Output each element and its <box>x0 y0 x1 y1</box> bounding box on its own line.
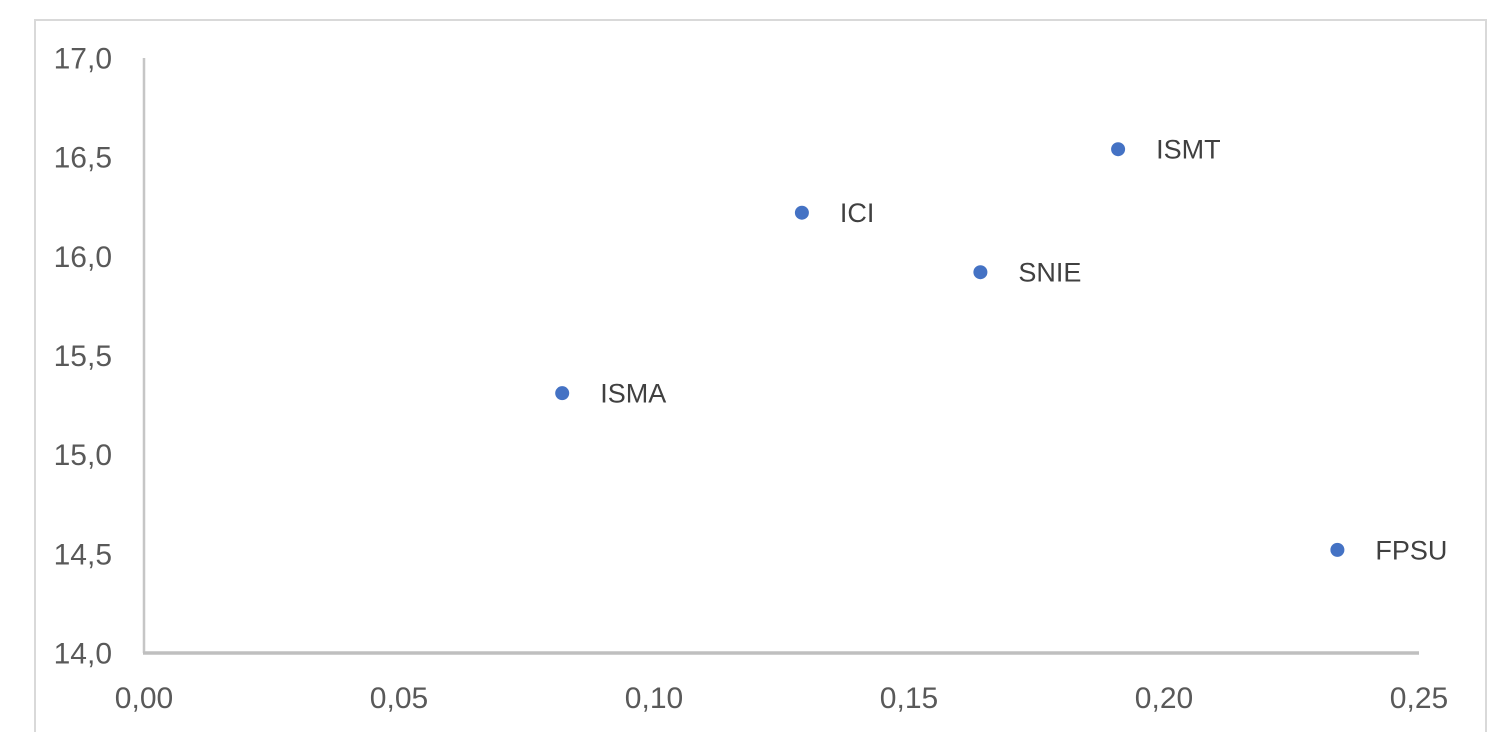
data-point[interactable] <box>1330 542 1345 557</box>
x-tick-label: 0,10 <box>625 682 683 715</box>
chart-frame <box>34 19 1487 732</box>
y-tick-label: 17,0 <box>54 43 112 76</box>
data-point-label: ISMA <box>600 379 666 409</box>
y-tick-label: 16,5 <box>54 142 112 175</box>
y-tick-label: 15,5 <box>54 340 112 373</box>
y-tick-label: 14,5 <box>54 538 112 571</box>
data-point-label: SNIE <box>1018 258 1081 288</box>
data-point[interactable] <box>1111 142 1126 157</box>
x-tick-label: 0,00 <box>115 682 173 715</box>
data-point[interactable] <box>555 386 570 401</box>
data-point[interactable] <box>794 205 809 220</box>
x-tick-label: 0,15 <box>880 682 938 715</box>
y-tick-label: 15,0 <box>54 439 112 472</box>
x-tick-label: 0,25 <box>1390 682 1448 715</box>
data-point[interactable] <box>973 265 988 280</box>
y-tick-label: 16,0 <box>54 241 112 274</box>
x-tick-label: 0,05 <box>370 682 428 715</box>
x-tick-label: 0,20 <box>1135 682 1193 715</box>
data-point-label: ISMT <box>1156 135 1221 165</box>
data-point-label: ICI <box>840 198 875 228</box>
y-tick-label: 14,0 <box>54 638 112 671</box>
data-point-label: FPSU <box>1375 535 1447 565</box>
